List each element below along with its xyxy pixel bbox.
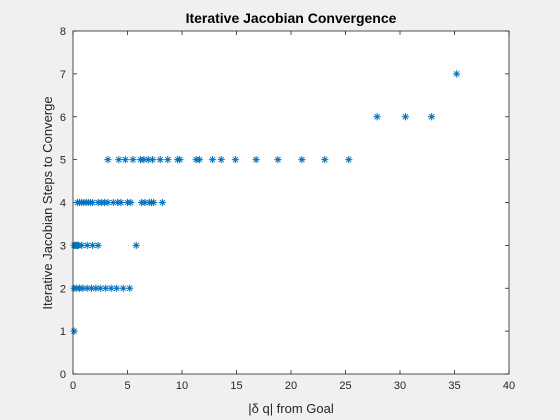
- data-point: [176, 156, 184, 164]
- data-point: [113, 284, 121, 292]
- data-point: [164, 156, 172, 164]
- data-point: [195, 156, 204, 164]
- data-point: [252, 156, 260, 164]
- data-point: [231, 156, 240, 164]
- data-point: [156, 156, 164, 164]
- data-point: [148, 156, 157, 164]
- data-point: [89, 198, 97, 207]
- data-point: [298, 156, 306, 164]
- x-tick-label: 25: [339, 380, 351, 392]
- y-tick-label: 5: [60, 155, 66, 167]
- data-point: [92, 284, 100, 292]
- data-point: [102, 284, 110, 292]
- data-point: [132, 241, 140, 249]
- y-tick-label: 6: [60, 112, 66, 124]
- data-point: [104, 156, 112, 164]
- data-point: [79, 284, 87, 292]
- data-point: [321, 156, 329, 164]
- y-axis-label: Iterative Jacobian Steps to Converge: [40, 96, 55, 309]
- x-tick-label: 10: [176, 380, 188, 392]
- x-tick-label: 15: [230, 380, 242, 392]
- data-point: [104, 198, 112, 207]
- y-tick-label: 8: [60, 26, 66, 38]
- data-point: [141, 198, 149, 207]
- data-point: [129, 156, 137, 164]
- data-point: [453, 70, 461, 78]
- data-point: [208, 156, 217, 164]
- data-point: [126, 284, 134, 292]
- data-point: [83, 241, 91, 249]
- axes-box: [72, 30, 510, 375]
- data-point: [119, 284, 127, 292]
- x-tick-label: 0: [70, 380, 76, 392]
- ticks-layer: 0 5 10 15 20 25 30 35 40 0 1 2 3 4 5 6 7 8: [60, 26, 515, 392]
- data-point: [150, 198, 158, 207]
- data-point: [117, 198, 125, 207]
- data-point: [428, 113, 436, 121]
- data-point: [107, 284, 115, 292]
- x-tick-label: 40: [503, 380, 515, 392]
- x-tick-label: 20: [285, 380, 297, 392]
- data-point: [217, 156, 225, 164]
- y-tick-label: 4: [60, 198, 66, 210]
- data-point: [140, 156, 148, 164]
- data-point: [121, 156, 129, 164]
- y-tick-label: 2: [60, 283, 66, 295]
- data-points: [70, 70, 461, 335]
- data-point: [401, 113, 410, 121]
- data-point: [87, 284, 96, 292]
- x-tick-label: 30: [394, 380, 406, 392]
- data-point: [70, 327, 78, 335]
- y-tick-label: 1: [60, 326, 66, 338]
- data-point: [158, 198, 166, 207]
- data-point: [144, 156, 152, 164]
- data-point: [83, 284, 91, 292]
- data-point: [115, 156, 123, 164]
- data-point: [78, 241, 86, 249]
- y-tick-label: 3: [60, 240, 66, 252]
- y-tick-label: 7: [60, 69, 66, 81]
- data-point: [345, 156, 353, 164]
- x-tick-label: 5: [124, 380, 130, 392]
- data-point: [127, 198, 135, 207]
- data-point: [274, 156, 282, 164]
- x-tick-label: 35: [448, 380, 460, 392]
- data-point: [109, 198, 117, 207]
- data-point: [94, 241, 102, 249]
- chart-title: Iterative Jacobian Convergence: [186, 10, 397, 26]
- x-axis-label: |δ q| from Goal: [248, 401, 334, 416]
- y-tick-label: 0: [60, 369, 66, 381]
- data-point: [373, 113, 381, 121]
- data-point: [89, 241, 97, 249]
- data-point: [96, 284, 104, 292]
